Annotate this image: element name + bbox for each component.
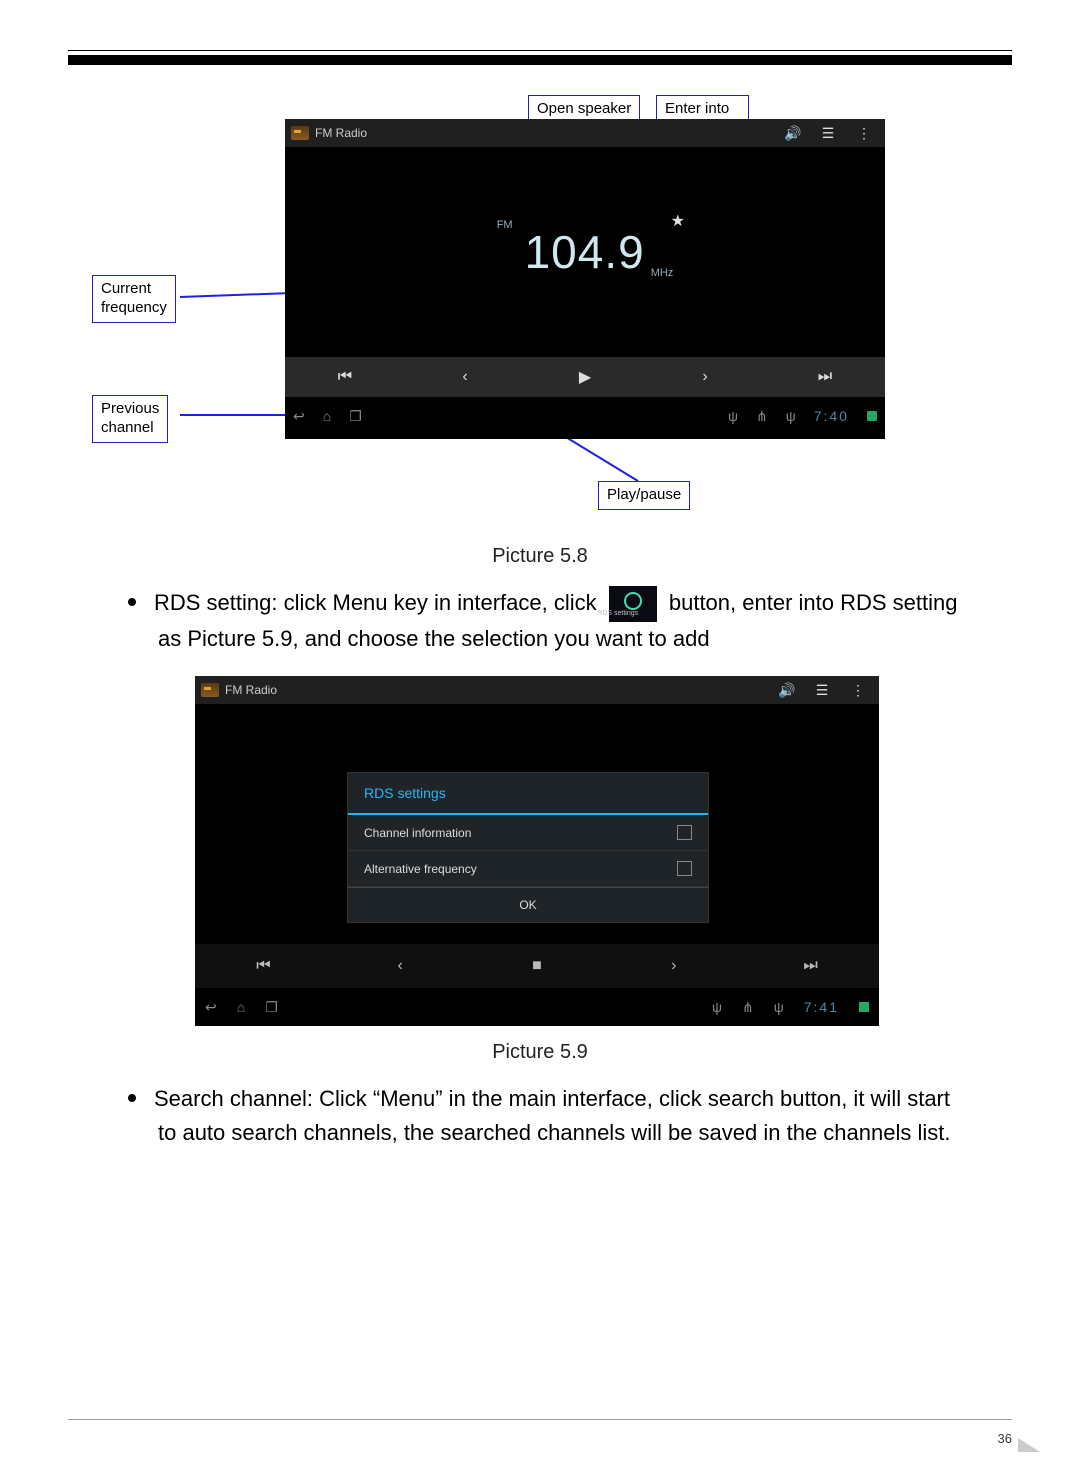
checkbox[interactable]	[677, 825, 692, 840]
back-icon[interactable]: ↩	[205, 999, 217, 1016]
rds-settings-button[interactable]: RDS settings	[609, 586, 657, 622]
bullet-1: RDS setting: click Menu key in interface…	[68, 586, 1012, 656]
back-icon[interactable]: ↩	[293, 408, 305, 425]
caption-2: Picture 5.9	[68, 1041, 1012, 1064]
mhz-label: MHz	[651, 267, 674, 279]
system-navbar: ↩ ⌂ ❐ ψ ⋔ ψ 7:40	[285, 397, 885, 435]
bullet-2: Search channel: Click “Menu” in the main…	[68, 1082, 1012, 1150]
control-bar: ⏮ ‹ ▶ › ⏭	[285, 357, 885, 397]
play-pause-button[interactable]: ▶	[525, 367, 645, 387]
usb2-icon: ψ	[774, 999, 784, 1015]
row-label: Channel information	[364, 826, 677, 840]
home-icon[interactable]: ⌂	[237, 999, 245, 1015]
clock-2: 7:41	[804, 999, 839, 1015]
page-number: 36	[998, 1431, 1012, 1446]
control-bar-2: ⏮ ‹ ■ › ⏭	[195, 944, 879, 988]
row-label: Alternative frequency	[364, 862, 677, 876]
next-channel-button[interactable]: ⏭	[765, 368, 885, 386]
prev-channel-button[interactable]: ⏮	[195, 957, 332, 975]
app-title: FM Radio	[315, 126, 367, 140]
clock: 7:40	[814, 408, 849, 424]
system-navbar-2: ↩ ⌂ ❐ ψ ⋔ ψ 7:41	[195, 988, 879, 1026]
debug-icon: ⋔	[756, 408, 768, 425]
frequency-value: 104.9	[525, 225, 645, 279]
bullet-icon	[128, 1094, 136, 1102]
next-channel-button[interactable]: ⏭	[742, 957, 879, 975]
callout-prev-channel: Previous channel	[92, 395, 168, 443]
star-icon[interactable]: ★	[671, 211, 685, 231]
seek-back-button[interactable]: ‹	[405, 368, 525, 386]
signal-icon	[859, 1002, 869, 1012]
app-title-2: FM Radio	[225, 683, 277, 697]
seek-back-button[interactable]: ‹	[332, 957, 469, 975]
radio-icon	[291, 126, 309, 140]
radio-icon	[201, 683, 219, 697]
home-icon[interactable]: ⌂	[323, 408, 331, 424]
fm-label: FM	[497, 219, 513, 231]
rule-thin	[68, 50, 1012, 51]
app-titlebar: FM Radio 🔊 ☰ ⋮	[285, 119, 885, 147]
speaker-icon[interactable]: 🔊	[778, 682, 794, 698]
dialog-row-alt-freq[interactable]: Alternative frequency	[348, 851, 708, 887]
callout-current-freq: Current frequency	[92, 275, 176, 323]
seek-fwd-button[interactable]: ›	[605, 957, 742, 975]
list-icon[interactable]: ☰	[820, 125, 836, 141]
bottom-rule	[68, 1419, 1012, 1420]
callout-play-pause: Play/pause	[598, 481, 690, 510]
speaker-icon[interactable]: 🔊	[784, 125, 800, 141]
recent-icon[interactable]: ❐	[265, 999, 278, 1016]
rds-settings-screenshot: FM Radio 🔊 ☰ ⋮ RDS settings Channel info…	[195, 676, 879, 1026]
checkbox[interactable]	[677, 861, 692, 876]
ok-button[interactable]: OK	[348, 887, 708, 922]
prev-channel-button[interactable]: ⏮	[285, 368, 405, 386]
dialog-row-channel-info[interactable]: Channel information	[348, 815, 708, 851]
fm-radio-screenshot: FM Radio 🔊 ☰ ⋮ FM 104.9 MHz ★ ⏮ ‹ ▶ ›	[285, 119, 885, 439]
recent-icon[interactable]: ❐	[349, 408, 362, 425]
app-titlebar-2: FM Radio 🔊 ☰ ⋮	[195, 676, 879, 704]
usb-icon: ψ	[712, 999, 722, 1015]
rds-dialog: RDS settings Channel information Alterna…	[347, 772, 709, 923]
signal-icon	[867, 411, 877, 421]
caption-1: Picture 5.8	[68, 545, 1012, 568]
bullet-icon	[128, 598, 136, 606]
stop-button[interactable]: ■	[469, 957, 606, 975]
debug-icon: ⋔	[742, 999, 754, 1016]
menu-icon[interactable]: ⋮	[856, 125, 872, 141]
usb2-icon: ψ	[786, 408, 796, 424]
gear-icon	[624, 592, 642, 610]
rds-button-label: RDS settings	[609, 609, 657, 620]
menu-icon[interactable]: ⋮	[850, 682, 866, 698]
bullet-2-text: Search channel: Click “Menu” in the main…	[154, 1086, 950, 1145]
seek-fwd-button[interactable]: ›	[645, 368, 765, 386]
list-icon[interactable]: ☰	[814, 682, 830, 698]
frequency-display: FM 104.9 MHz ★	[285, 147, 885, 357]
rule-thick	[68, 55, 1012, 65]
dialog-title: RDS settings	[348, 773, 708, 815]
usb-icon: ψ	[728, 408, 738, 424]
bullet-1-text-a: RDS setting: click Menu key in interface…	[154, 590, 597, 615]
